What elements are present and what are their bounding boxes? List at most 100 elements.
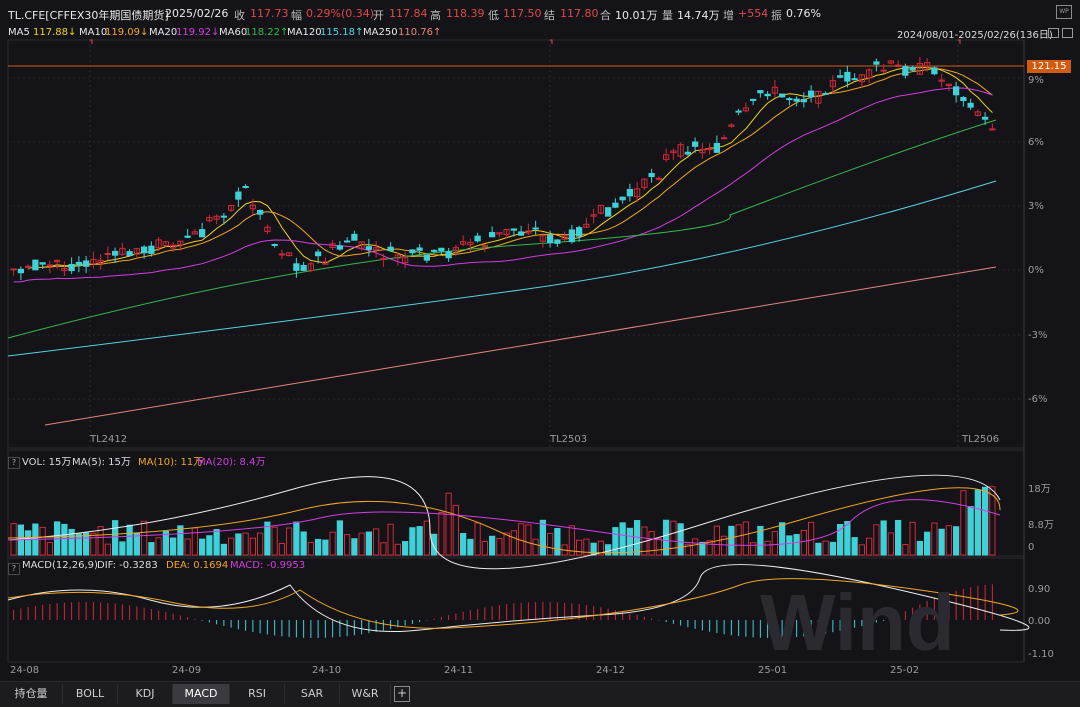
vol-value: 14.74万 [677, 9, 720, 22]
date-range-label[interactable]: 2024/08/01-2025/02/26(136日) [897, 30, 1053, 41]
price-tick: 6% [1028, 137, 1044, 148]
volume-bar [735, 524, 742, 556]
volume-bar [373, 528, 380, 556]
range-next-icon[interactable] [1062, 28, 1073, 38]
tab-macd[interactable]: MACD [173, 684, 230, 704]
tab-sar[interactable]: SAR [285, 684, 340, 704]
volume-bar [677, 523, 684, 556]
volume-bar [655, 538, 662, 556]
candle [402, 256, 409, 264]
candle [532, 227, 539, 230]
tab-oi[interactable]: 持仓量 [0, 684, 63, 704]
volume-bar [626, 527, 633, 556]
candle [677, 144, 684, 157]
macd-menu-icon[interactable]: ? [8, 563, 20, 575]
candle [866, 69, 873, 79]
volume-bar [974, 489, 981, 556]
vol-menu-icon[interactable]: ? [8, 457, 20, 469]
candle [902, 66, 909, 76]
candle [315, 251, 322, 257]
vol-ma10: MA(10): 11万 [138, 457, 204, 468]
volume-bar [887, 532, 894, 556]
candle [597, 204, 604, 214]
candle [742, 107, 749, 112]
candle [815, 90, 822, 104]
candle [960, 97, 967, 102]
amp-value: 0.76% [786, 7, 821, 20]
quote-header: TL.CFE[CFFEX30年期国债期货] 2025/02/26 收 117.7… [0, 0, 1080, 24]
inc-label: 增 [723, 9, 734, 22]
volume-bar [61, 523, 68, 556]
tab-wr[interactable]: W&R [340, 684, 391, 704]
ma60-value: 118.22↑ [245, 27, 289, 38]
candle [829, 80, 836, 88]
time-tick: 25-02 [890, 665, 920, 676]
candle [90, 258, 97, 265]
volume-bar [235, 533, 242, 556]
volume-bar [612, 527, 619, 556]
candle [112, 250, 119, 256]
volume-bar [539, 519, 546, 556]
candle [119, 247, 126, 255]
range-prev-icon[interactable] [1048, 28, 1059, 38]
time-tick: 24-11 [444, 665, 474, 676]
candle [634, 188, 641, 198]
volume-bar [532, 538, 539, 556]
candle [489, 232, 496, 238]
candle [61, 268, 68, 272]
tab-rsi[interactable]: RSI [230, 684, 285, 704]
candle [307, 263, 314, 271]
candle [525, 230, 532, 234]
volume-bar [97, 526, 104, 556]
vol-tick: 0 [1028, 542, 1035, 553]
volume-bar [815, 542, 822, 556]
candle [887, 60, 894, 64]
candle [822, 92, 829, 95]
candle [416, 247, 423, 251]
volume-bar [858, 544, 865, 556]
volume-bar [307, 541, 314, 556]
volume-bar [177, 525, 184, 556]
candle [786, 98, 793, 101]
candle [445, 251, 452, 259]
volume-bar [90, 532, 97, 556]
candle [358, 241, 365, 249]
contract-label: TL2503 [550, 434, 588, 445]
candle [373, 247, 380, 251]
volume-bar [851, 537, 858, 556]
tab-boll[interactable]: BOLL [63, 684, 118, 704]
candle [561, 235, 568, 240]
candle [286, 252, 293, 257]
close-value: 117.73 [250, 7, 289, 20]
volume-bar [728, 525, 735, 556]
candle [242, 185, 249, 188]
add-indicator-button[interactable]: + [394, 686, 410, 702]
candle [213, 215, 220, 220]
volume-bar [467, 538, 474, 556]
volume-bar [228, 537, 235, 556]
volume-bar [605, 544, 612, 556]
volume-bar [822, 540, 829, 556]
candle [133, 248, 140, 255]
wind-app-icon[interactable]: WP [1056, 5, 1072, 19]
volume-bar [684, 543, 691, 556]
candle [467, 241, 474, 246]
candle [539, 235, 546, 242]
candle [989, 128, 996, 131]
ma-legend: MA5 117.88↓ MA10 119.09↓ MA20 119.92↓ MA… [0, 24, 1080, 40]
candle [909, 67, 916, 71]
volume-bar [931, 522, 938, 556]
candle [184, 235, 191, 238]
volume-bar [300, 531, 307, 556]
macd-dif: DIF: -0.3283 [97, 560, 158, 571]
macd-legend: MACD(12,26,9) DIF: -0.3283 DEA: 0.1694 M… [0, 558, 1000, 572]
open-value: 117.84 [389, 7, 428, 20]
candle [684, 151, 691, 155]
candle [380, 257, 387, 261]
settle-value: 117.80 [560, 7, 599, 20]
candle [17, 268, 24, 274]
volume-bar [83, 532, 90, 556]
candle [177, 240, 184, 246]
tab-kdj[interactable]: KDJ [118, 684, 173, 704]
